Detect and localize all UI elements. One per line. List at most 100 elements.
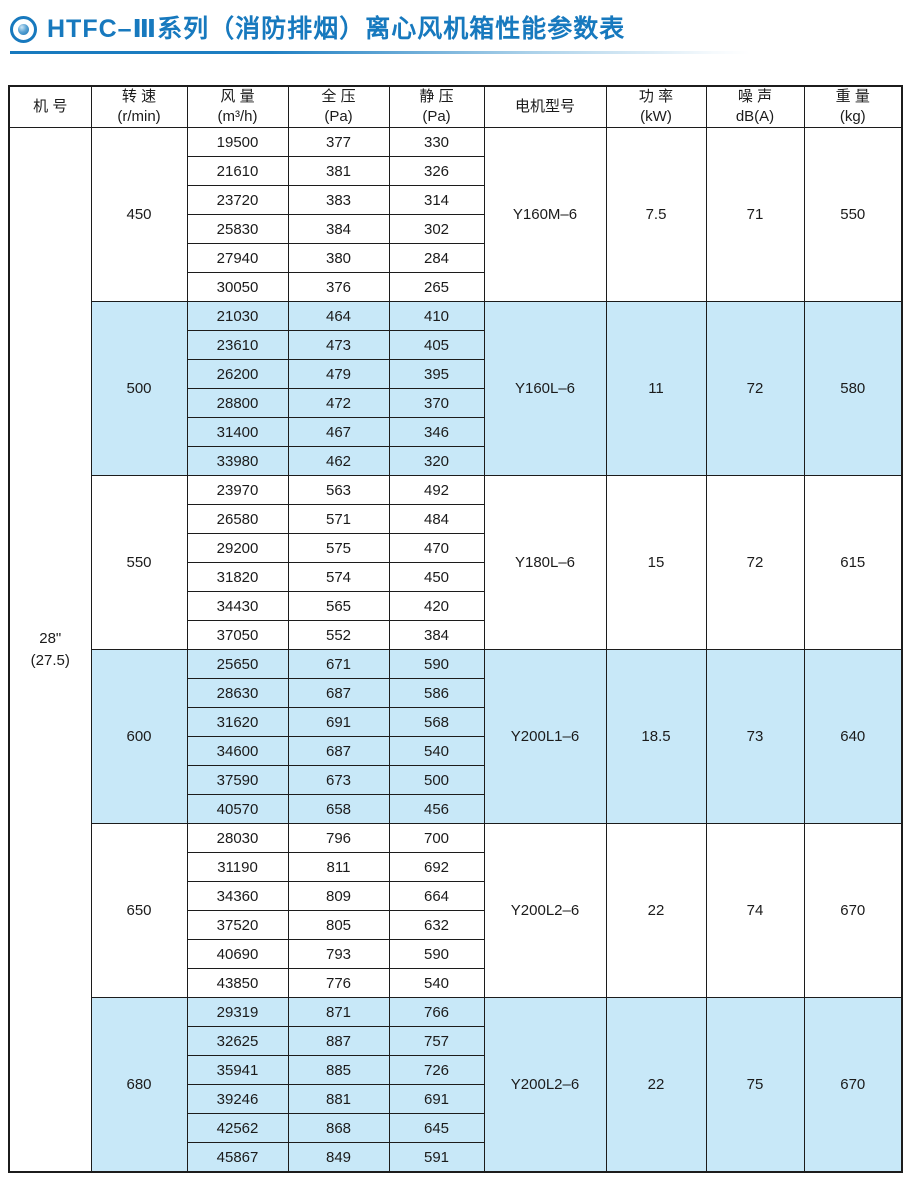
weight-cell: 640 bbox=[803, 649, 903, 824]
table-row: 34600 687 540 bbox=[9, 736, 902, 766]
static-pressure-cell: 726 bbox=[388, 1055, 485, 1085]
power-cell: 18.5 bbox=[605, 649, 707, 824]
static-pressure-cell: 766 bbox=[388, 997, 485, 1027]
header-cell-static-pressure: 静 压 (Pa) bbox=[388, 85, 485, 128]
header-label: 风 量 bbox=[220, 87, 255, 105]
motor-cell: Y160L–6 bbox=[483, 301, 607, 476]
airflow-cell: 39246 bbox=[186, 1084, 289, 1114]
airflow-cell: 25650 bbox=[186, 649, 289, 679]
airflow-cell: 28800 bbox=[186, 388, 289, 418]
static-pressure-cell: 590 bbox=[388, 649, 485, 679]
total-pressure-cell: 849 bbox=[287, 1142, 390, 1173]
airflow-cell: 25830 bbox=[186, 214, 289, 244]
static-pressure-cell: 265 bbox=[388, 272, 485, 302]
total-pressure-cell: 887 bbox=[287, 1026, 390, 1056]
airflow-cell: 45867 bbox=[186, 1142, 289, 1173]
header-cell-noise: 噪 声 dB(A) bbox=[705, 85, 805, 128]
weight-cell: 670 bbox=[803, 823, 903, 998]
total-pressure-cell: 464 bbox=[287, 301, 390, 331]
airflow-cell: 31820 bbox=[186, 562, 289, 592]
airflow-cell: 37520 bbox=[186, 910, 289, 940]
page-title: HTFC–Ⅲ系列（消防排烟）离心风机箱性能参数表 bbox=[47, 15, 626, 43]
static-pressure-cell: 395 bbox=[388, 359, 485, 389]
static-pressure-cell: 568 bbox=[388, 707, 485, 737]
table-row: 28630 687 586 bbox=[9, 678, 902, 708]
speed-cell: 500 bbox=[90, 301, 188, 476]
static-pressure-cell: 330 bbox=[388, 127, 485, 157]
table-row: 45867 849 591 bbox=[9, 1142, 902, 1173]
table-row: 37590 673 500 bbox=[9, 765, 902, 795]
motor-cell: Y200L2–6 bbox=[483, 997, 607, 1173]
airflow-cell: 37050 bbox=[186, 620, 289, 650]
static-pressure-cell: 590 bbox=[388, 939, 485, 969]
bullet-core bbox=[18, 24, 29, 36]
total-pressure-cell: 673 bbox=[287, 765, 390, 795]
machine-no-line2: (27.5) bbox=[30, 651, 70, 669]
total-pressure-cell: 881 bbox=[287, 1084, 390, 1114]
table-row: 23720 383 314 bbox=[9, 185, 902, 215]
total-pressure-cell: 574 bbox=[287, 562, 390, 592]
noise-cell: 74 bbox=[705, 823, 805, 998]
total-pressure-cell: 885 bbox=[287, 1055, 390, 1085]
airflow-cell: 28630 bbox=[186, 678, 289, 708]
static-pressure-cell: 405 bbox=[388, 330, 485, 360]
airflow-cell: 34430 bbox=[186, 591, 289, 621]
airflow-cell: 26200 bbox=[186, 359, 289, 389]
total-pressure-cell: 687 bbox=[287, 678, 390, 708]
total-pressure-cell: 571 bbox=[287, 504, 390, 534]
static-pressure-cell: 757 bbox=[388, 1026, 485, 1056]
airflow-cell: 35941 bbox=[186, 1055, 289, 1085]
airflow-cell: 28030 bbox=[186, 823, 289, 853]
static-pressure-cell: 346 bbox=[388, 417, 485, 447]
static-pressure-cell: 540 bbox=[388, 968, 485, 998]
airflow-cell: 30050 bbox=[186, 272, 289, 302]
total-pressure-cell: 552 bbox=[287, 620, 390, 650]
total-pressure-cell: 472 bbox=[287, 388, 390, 418]
speed-cell: 600 bbox=[90, 649, 188, 824]
total-pressure-cell: 793 bbox=[287, 939, 390, 969]
total-pressure-cell: 776 bbox=[287, 968, 390, 998]
header-cell-weight: 重 量 (kg) bbox=[803, 85, 903, 128]
speed-cell: 680 bbox=[90, 997, 188, 1173]
performance-parameters-table: 机 号 转 速 (r/min) 风 量 (m³/h) 全 压 (Pa) 静 压 (Pa)… bbox=[8, 84, 903, 1173]
airflow-cell: 23720 bbox=[186, 185, 289, 215]
airflow-cell: 37590 bbox=[186, 765, 289, 795]
total-pressure-cell: 691 bbox=[287, 707, 390, 737]
static-pressure-cell: 314 bbox=[388, 185, 485, 215]
airflow-cell: 34600 bbox=[186, 736, 289, 766]
header-label: 全 压 bbox=[321, 87, 356, 105]
table-header: 机 号 转 速 (r/min) 风 量 (m³/h) 全 压 (Pa) 静 压 (Pa)… bbox=[8, 85, 903, 128]
airflow-cell: 23610 bbox=[186, 330, 289, 360]
static-pressure-cell: 692 bbox=[388, 852, 485, 882]
concentric-circle-bullet-icon bbox=[10, 16, 37, 44]
header-cell-airflow: 风 量 (m³/h) bbox=[186, 85, 289, 128]
weight-cell: 580 bbox=[803, 301, 903, 476]
weight-cell: 550 bbox=[803, 127, 903, 302]
weight-cell: 670 bbox=[803, 997, 903, 1173]
table-row: 650 28030 796 700 Y200L2–6 22 74 670 bbox=[9, 823, 903, 998]
total-pressure-cell: 479 bbox=[287, 359, 390, 389]
total-pressure-cell: 467 bbox=[287, 417, 390, 447]
table-row: 26200 479 395 bbox=[9, 359, 902, 389]
total-pressure-cell: 671 bbox=[287, 649, 390, 679]
header-row: 机 号 转 速 (r/min) 风 量 (m³/h) 全 压 (Pa) 静 压 (Pa)… bbox=[8, 85, 903, 128]
total-pressure-cell: 868 bbox=[287, 1113, 390, 1143]
total-pressure-cell: 380 bbox=[287, 243, 390, 273]
airflow-cell: 26580 bbox=[186, 504, 289, 534]
static-pressure-cell: 320 bbox=[388, 446, 485, 476]
table-row: 680 29319 871 766 Y200L2–6 22 75 670 bbox=[9, 997, 903, 1173]
static-pressure-cell: 410 bbox=[388, 301, 485, 331]
header-unit: (kW) bbox=[640, 107, 672, 125]
noise-cell: 72 bbox=[705, 475, 805, 650]
header-unit: (r/min) bbox=[117, 107, 161, 125]
static-pressure-cell: 450 bbox=[388, 562, 485, 592]
speed-cell: 450 bbox=[90, 127, 188, 302]
total-pressure-cell: 811 bbox=[287, 852, 390, 882]
power-cell: 11 bbox=[605, 301, 707, 476]
airflow-cell: 29319 bbox=[186, 997, 289, 1027]
weight-cell: 615 bbox=[803, 475, 903, 650]
static-pressure-cell: 484 bbox=[388, 504, 485, 534]
airflow-cell: 31620 bbox=[186, 707, 289, 737]
machine-no-line1: 28" bbox=[39, 629, 62, 647]
